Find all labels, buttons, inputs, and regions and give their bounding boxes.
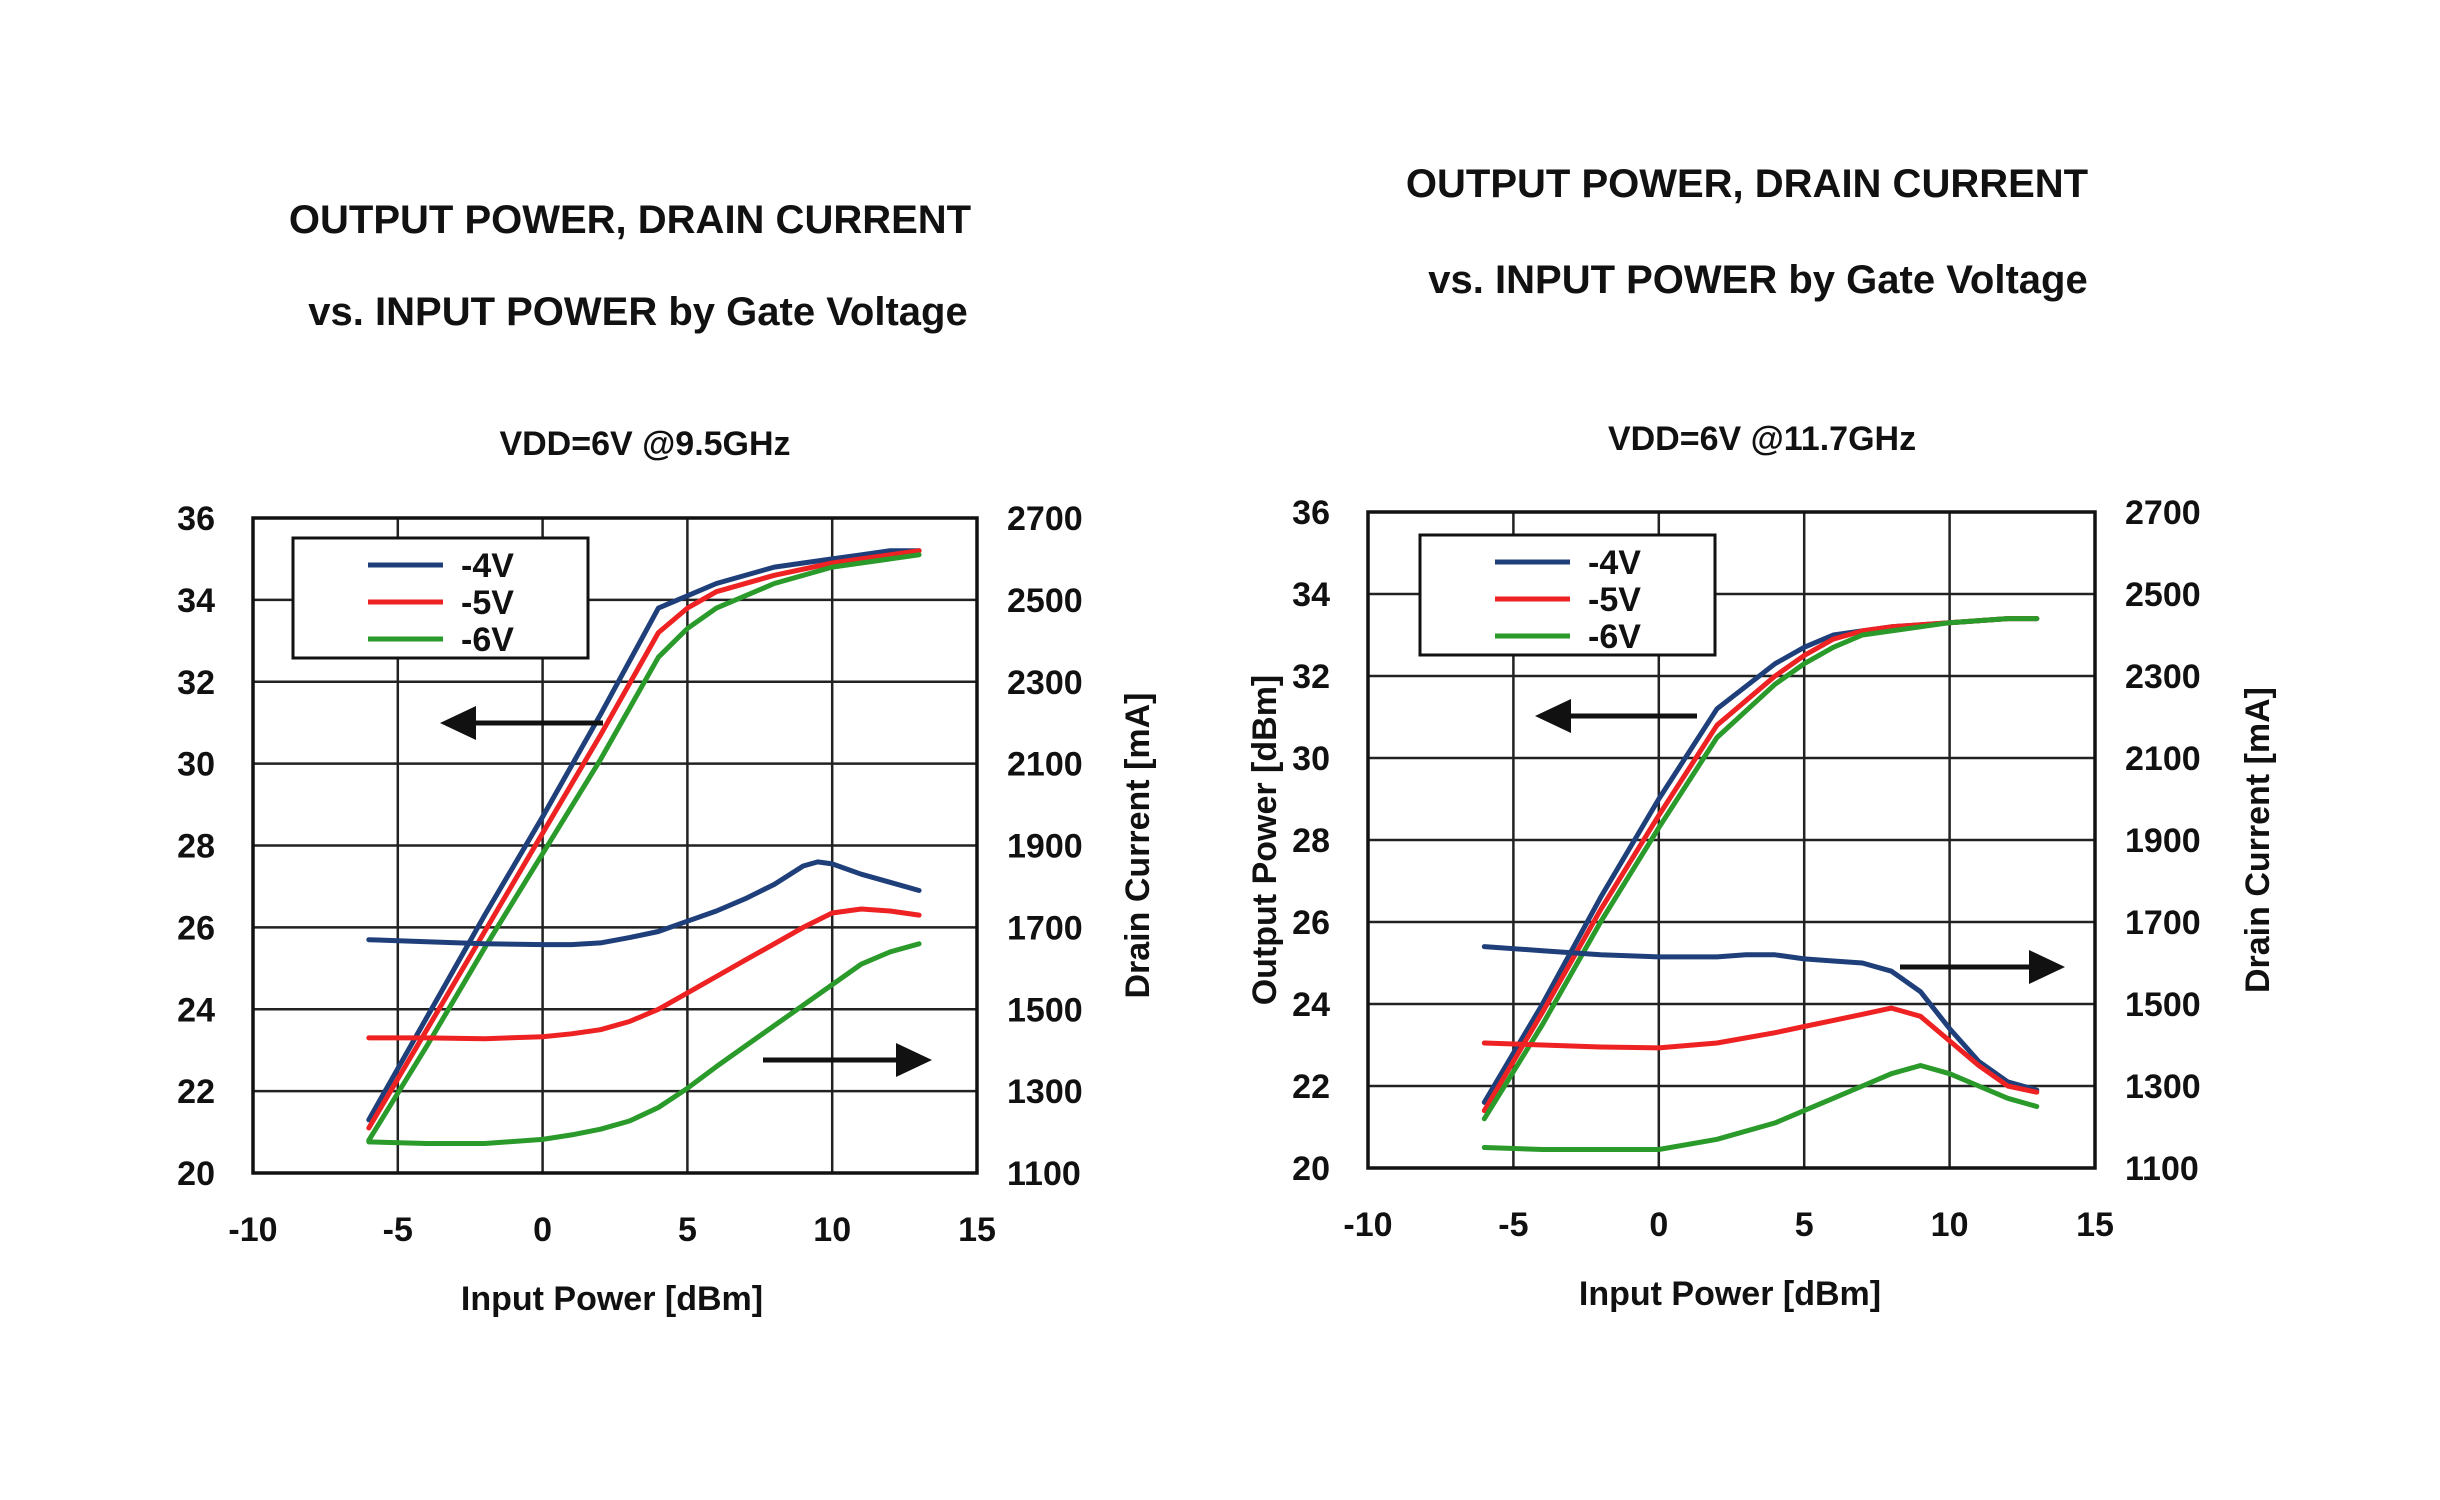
y-left-tick-label: 24 [177,991,215,1029]
series-line-minus-5V-right [1481,1005,2040,1095]
legend-label: -4V [1588,544,1641,582]
legend-label: -6V [1588,618,1641,656]
y-right-tick-label: 1900 [1007,828,1083,866]
line-chart-11-7ghz: -10 -5 0 5 10 15 20 22 24 26 28 30 32 34 36 1100 1300 150… [1246,494,2277,1313]
y-right-axis-label: Drain Current [mA] [2239,687,2277,993]
arrow-head [896,1043,932,1077]
x-tick-label: 5 [678,1211,697,1249]
series-line-minus-4V-right [366,859,922,948]
y-right-tick-label: 2500 [2125,576,2201,614]
arrow-right-icon [1900,950,2065,984]
y-left-tick-label: 32 [1292,658,1330,696]
y-left-tick-label: 36 [1292,494,1330,532]
chart-title-line-2: vs. INPUT POWER by Gate Voltage [1428,258,2088,302]
y-left-tick-label: 26 [177,909,215,947]
legend-label: -5V [1588,581,1641,619]
x-tick-label: 0 [533,1211,552,1249]
y-left-tick-label: 22 [177,1073,215,1111]
y-right-tick-label: 2700 [2125,494,2201,532]
chart-subtitle: VDD=6V @11.7GHz [1607,420,1917,458]
arrow-head [2029,950,2065,984]
y-right-tick-label: 1900 [2125,822,2201,860]
y-left-tick-label: 22 [1292,1068,1330,1106]
y-left-tick-label: 20 [1292,1150,1330,1188]
series-line-minus-6V-left [1481,616,2040,1122]
line-chart-9-5ghz: -10 -5 0 5 10 15 20 22 24 26 28 30 32 34 36 1100 1300 150… [177,500,1157,1318]
y-left-tick-label: 34 [177,582,215,620]
chart-subtitle: VDD=6V @9.5GHz [499,425,791,463]
x-tick-label: 5 [1795,1206,1814,1244]
y-left-tick-label: 26 [1292,904,1330,942]
y-right-axis-label: Drain Current [mA] [1119,692,1157,998]
series-line-minus-4V-right [1481,944,2040,1093]
y-right-tick-label: 2500 [1007,582,1083,620]
series-line-minus-6V-right [1481,1063,2040,1152]
chart-title-line-1: OUTPUT POWER, DRAIN CURRENT [1405,162,2089,206]
chart-title-line-1: OUTPUT POWER, DRAIN CURRENT [288,198,972,242]
series-line-minus-5V-left [366,548,922,1131]
legend-label: -4V [461,547,514,585]
arrow-left-icon [440,706,603,740]
chart-title-line-2: vs. INPUT POWER by Gate Voltage [308,290,968,334]
arrow-head [440,706,476,740]
plot-frame [251,516,979,1175]
x-tick-label: 10 [813,1211,851,1249]
y-left-tick-label: 30 [177,746,215,784]
y-right-tick-label: 1300 [1007,1073,1083,1111]
chart-panel-9-5ghz: OUTPUT POWER, DRAIN CURRENT vs. INPUT PO… [177,198,1157,1318]
y-right-tick-label: 2700 [1007,500,1083,538]
y-right-tick-label: 1100 [1007,1155,1081,1193]
y-left-tick-label: 34 [1292,576,1330,614]
x-tick-label: -5 [383,1211,413,1249]
legend: -4V-5V-6V [291,536,590,660]
legend-label: -6V [461,621,514,659]
series-line-minus-5V-right [366,906,922,1042]
y-left-tick-label: 30 [1292,740,1330,778]
arrow-right-icon [763,1043,932,1077]
x-tick-label: 15 [958,1211,996,1249]
y-right-tick-label: 2100 [1007,746,1083,784]
y-right-tick-label: 1700 [2125,904,2201,942]
series-line-minus-6V-right [366,941,922,1146]
y-left-tick-label: 24 [1292,986,1330,1024]
series-line-minus-4V-left [366,548,922,1123]
arrow-head [1535,699,1571,733]
arrow-left-icon [1535,699,1697,733]
y-left-tick-label: 32 [177,664,215,702]
y-right-tick-label: 1700 [1007,909,1083,947]
x-tick-label: 0 [1649,1206,1668,1244]
y-left-tick-label: 28 [1292,822,1330,860]
x-tick-label: 10 [1931,1206,1969,1244]
legend-label: -5V [461,584,514,622]
legend: -4V-5V-6V [1418,533,1717,657]
y-right-tick-label: 2300 [1007,664,1083,702]
y-right-tick-label: 1500 [1007,991,1083,1029]
series-line-minus-6V-left [366,552,922,1143]
y-right-tick-label: 2300 [2125,658,2201,696]
y-right-tick-label: 2100 [2125,740,2201,778]
x-axis-label: Input Power [dBm] [1579,1275,1881,1313]
y-left-tick-label: 36 [177,500,215,538]
y-left-axis-label: Output Power [dBm] [1246,675,1284,1006]
y-right-tick-label: 1100 [2125,1150,2199,1188]
x-tick-label: 15 [2076,1206,2114,1244]
chart-panel-11-7ghz: OUTPUT POWER, DRAIN CURRENT vs. INPUT PO… [1220,0,2440,1500]
y-right-tick-label: 1500 [2125,986,2201,1024]
y-left-tick-label: 28 [177,828,215,866]
x-tick-label: -10 [1343,1206,1392,1244]
x-axis-label: Input Power [dBm] [461,1280,763,1318]
y-right-tick-label: 1300 [2125,1068,2201,1106]
x-tick-label: -10 [228,1211,277,1249]
plot-frame [1366,510,2097,1170]
y-left-tick-label: 20 [177,1155,215,1193]
x-tick-label: -5 [1498,1206,1528,1244]
